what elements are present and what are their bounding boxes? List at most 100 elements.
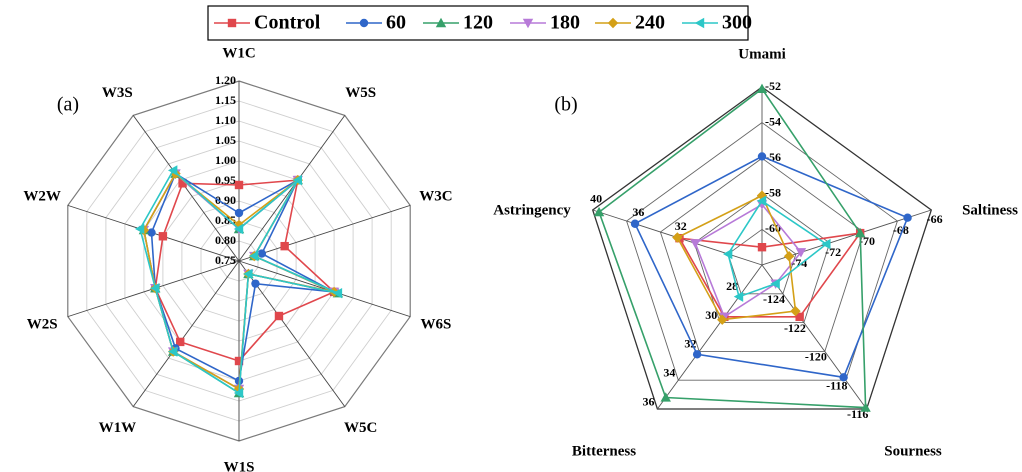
spoke-a-W3S bbox=[132, 115, 240, 262]
axis-label-a-W1S: W1S bbox=[224, 459, 255, 472]
tick-label-b-Bitterness: 30 bbox=[705, 308, 717, 322]
point-a-60-W3C bbox=[257, 249, 267, 258]
tick-label-b-Saltiness: -74 bbox=[791, 256, 807, 270]
legend-box bbox=[207, 5, 749, 41]
point-b-120-Bitterness bbox=[660, 392, 671, 402]
axis-label-a-W3S: W3S bbox=[102, 85, 133, 101]
point-a-300-W3S bbox=[167, 165, 178, 176]
legend-marker-180 bbox=[522, 18, 534, 29]
legend-label-Control: Control bbox=[254, 12, 321, 34]
legend-marker-240 bbox=[607, 17, 619, 29]
point-b-60-Umami bbox=[757, 152, 767, 161]
tick-label-b-Sourness: -124 bbox=[763, 292, 785, 306]
tick-label-b-Sourness: -118 bbox=[826, 378, 847, 392]
axis-label-a-W5C: W5C bbox=[344, 420, 377, 436]
tick-label-b-Saltiness: -66 bbox=[927, 212, 943, 226]
legend-marker-120 bbox=[435, 17, 447, 28]
spoke-b-Sourness bbox=[761, 264, 867, 410]
point-a-300-W5C bbox=[243, 268, 253, 280]
point-a-300-W1S bbox=[233, 387, 244, 399]
tick-label-b-Bitterness: 34 bbox=[663, 365, 675, 379]
legend-label-60: 60 bbox=[386, 12, 406, 34]
tick-label-a: 0.75 bbox=[215, 253, 236, 267]
point-b-240-Astringency bbox=[672, 232, 683, 243]
legend-label-240: 240 bbox=[635, 12, 665, 34]
point-a-Control-W1S bbox=[234, 356, 244, 366]
point-a-Control-W3C bbox=[280, 241, 289, 251]
legend-marker-300 bbox=[694, 17, 705, 29]
point-a-300-W2S bbox=[150, 282, 160, 294]
series-b-180 bbox=[694, 203, 802, 319]
tick-label-a: 1.05 bbox=[215, 133, 236, 147]
tick-label-b-Umami: -60 bbox=[765, 221, 781, 235]
axis-label-a-W5S: W5S bbox=[345, 85, 376, 101]
tick-label-a: 1.10 bbox=[215, 113, 236, 127]
point-a-300-W2W bbox=[134, 223, 145, 235]
grid-ring-b bbox=[727, 228, 797, 295]
point-a-Control-W1C bbox=[234, 180, 244, 190]
tick-label-b-Umami: -52 bbox=[765, 79, 781, 93]
point-b-180-Saltiness bbox=[795, 248, 807, 258]
point-a-300-W6S bbox=[332, 287, 343, 299]
radar-panel-b: (b)-60-58-56-54-52-74-72-70-68-66-124-12… bbox=[493, 46, 1018, 459]
tick-label-a: 0.80 bbox=[215, 233, 236, 247]
point-b-300-Astringency bbox=[722, 248, 733, 260]
point-b-300-Umami bbox=[756, 195, 767, 207]
spoke-a-W3C bbox=[238, 204, 411, 262]
point-a-60-W2W bbox=[147, 228, 156, 237]
point-a-300-W1C bbox=[233, 223, 244, 235]
point-b-240-Saltiness bbox=[783, 250, 795, 262]
point-b-240-Bitterness bbox=[717, 314, 728, 325]
legend-label-120: 120 bbox=[463, 12, 493, 34]
point-b-Control-Sourness bbox=[795, 312, 804, 322]
point-b-120-Astringency bbox=[593, 206, 605, 217]
point-b-60-Bitterness bbox=[692, 350, 702, 359]
axis-label-a-W2W: W2W bbox=[23, 188, 61, 204]
grid-ring-b bbox=[659, 157, 865, 352]
spoke-a-W5S bbox=[238, 115, 346, 262]
point-a-Control-W3S bbox=[178, 179, 187, 188]
point-b-60-Saltiness bbox=[903, 213, 912, 222]
point-a-Control-W5C bbox=[274, 311, 284, 321]
axis-label-a-W6S: W6S bbox=[420, 316, 451, 332]
point-a-300-W3C bbox=[249, 250, 259, 262]
tick-label-b-Astringency: 36 bbox=[632, 205, 644, 219]
legend: Control 60 120 180 240 300 bbox=[207, 5, 752, 41]
point-b-120-Umami bbox=[756, 83, 768, 93]
point-b-Control-Umami bbox=[757, 243, 767, 252]
panel-label-b: (b) bbox=[554, 94, 577, 116]
legend-marker-Control bbox=[227, 18, 237, 28]
tick-label-a: 0.85 bbox=[215, 213, 236, 227]
axis-label-b-Astringency: Astringency bbox=[493, 202, 571, 218]
point-b-120-Saltiness bbox=[854, 227, 866, 238]
tick-label-a: 1.00 bbox=[215, 153, 236, 167]
tick-label-b-Saltiness: -72 bbox=[825, 245, 841, 259]
point-a-300-W5S bbox=[292, 174, 302, 186]
tick-label-a: 0.95 bbox=[215, 173, 236, 187]
tick-label-b-Astringency: 32 bbox=[675, 219, 687, 233]
point-a-60-W1C bbox=[234, 208, 244, 218]
spoke-b-Bitterness bbox=[657, 264, 763, 410]
legend-marker-60 bbox=[359, 18, 369, 28]
point-a-240-W1C bbox=[233, 219, 245, 231]
point-a-Control-W2W bbox=[158, 232, 168, 241]
tick-label-b-Bitterness: 36 bbox=[642, 394, 654, 408]
point-b-180-Astringency bbox=[690, 239, 701, 249]
axis-label-b-Saltiness: Saltiness bbox=[962, 202, 1018, 218]
point-a-300-W1W bbox=[167, 346, 178, 357]
grid-ring-b bbox=[693, 193, 831, 324]
point-a-Control-W1W bbox=[176, 337, 185, 347]
legend-label-300: 300 bbox=[722, 12, 752, 34]
panel-label-a: (a) bbox=[57, 94, 79, 116]
tick-label-b-Sourness: -120 bbox=[805, 350, 827, 364]
point-b-60-Sourness bbox=[839, 373, 848, 382]
spoke-a-W6S bbox=[238, 260, 411, 318]
series-b-60 bbox=[633, 155, 909, 379]
tick-label-b-Umami: -56 bbox=[765, 150, 781, 164]
tick-label-b-Umami: -54 bbox=[765, 114, 781, 128]
point-b-300-Bitterness bbox=[733, 291, 744, 302]
legend-label-180: 180 bbox=[550, 12, 580, 34]
series-b-300 bbox=[727, 199, 828, 298]
